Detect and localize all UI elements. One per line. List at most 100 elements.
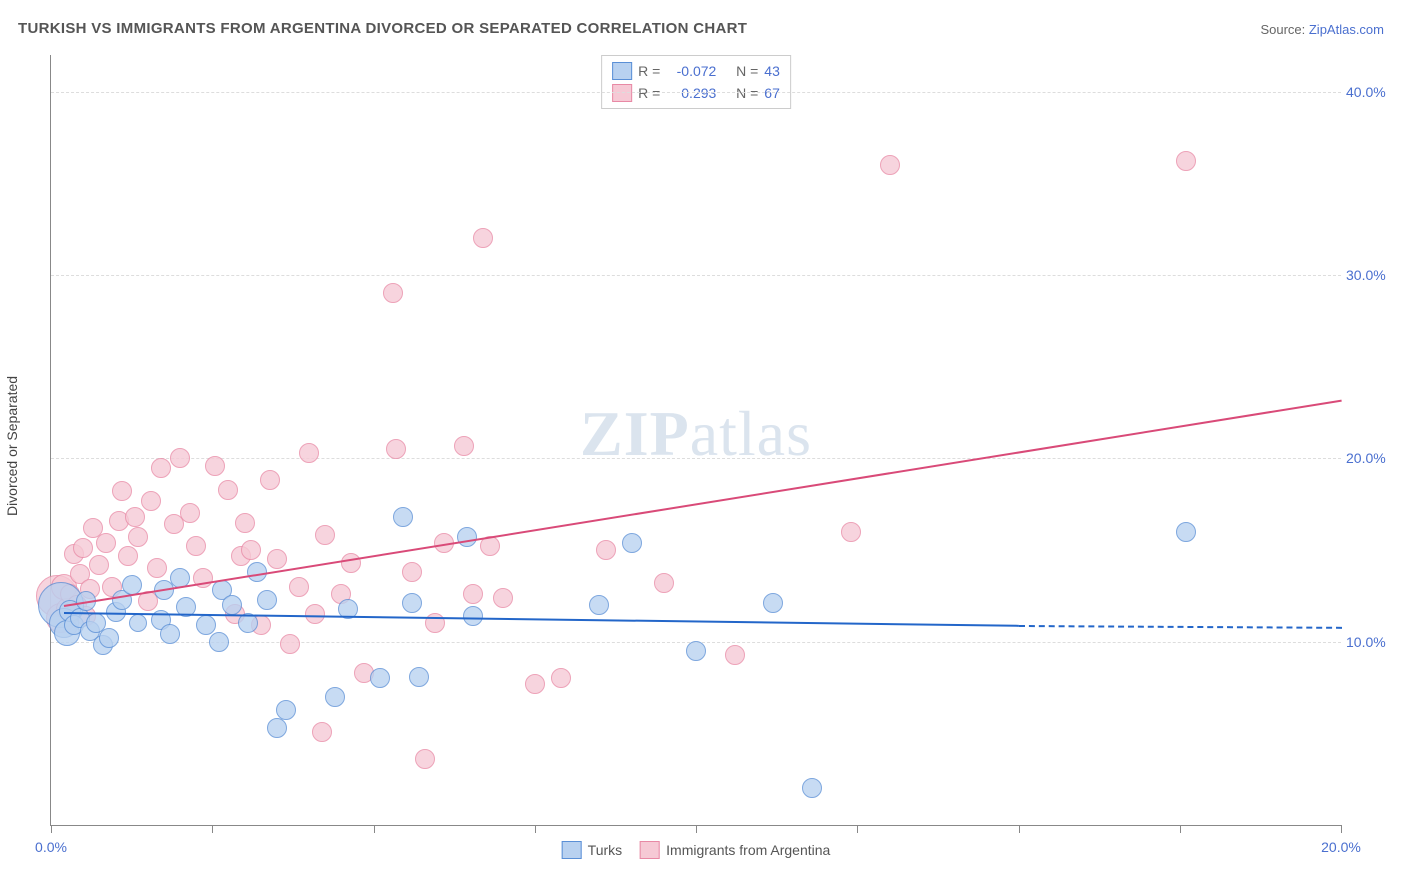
legend-item-argentina: Immigrants from Argentina [640, 841, 830, 859]
data-point-argentina [267, 549, 287, 569]
gridline [51, 275, 1341, 276]
r-value-argentina: 0.293 [666, 82, 716, 104]
data-point-turks [802, 778, 822, 798]
x-tick [857, 825, 858, 833]
data-point-argentina [89, 555, 109, 575]
data-point-turks [463, 606, 483, 626]
swatch-argentina-icon [640, 841, 660, 859]
data-point-argentina [112, 481, 132, 501]
y-tick-label: 40.0% [1346, 84, 1396, 100]
data-point-argentina [151, 458, 171, 478]
data-point-argentina [402, 562, 422, 582]
data-point-argentina [218, 480, 238, 500]
data-point-argentina [525, 674, 545, 694]
x-tick-label: 20.0% [1321, 839, 1361, 855]
legend-label-turks: Turks [588, 842, 622, 858]
data-point-argentina [654, 573, 674, 593]
y-tick-label: 30.0% [1346, 267, 1396, 283]
data-point-turks [222, 595, 242, 615]
data-point-turks [160, 624, 180, 644]
data-point-argentina [596, 540, 616, 560]
x-tick [696, 825, 697, 833]
data-point-turks [763, 593, 783, 613]
data-point-argentina [341, 553, 361, 573]
data-point-argentina [141, 491, 161, 511]
data-point-turks [622, 533, 642, 553]
r-label: R = [638, 60, 660, 82]
gridline [51, 92, 1341, 93]
data-point-turks [393, 507, 413, 527]
r-label: R = [638, 82, 660, 104]
scatter-plot: ZIPatlas R = -0.072 N = 43 R = 0.293 N =… [50, 55, 1341, 826]
x-tick [212, 825, 213, 833]
legend-label-argentina: Immigrants from Argentina [666, 842, 830, 858]
data-point-turks [686, 641, 706, 661]
bottom-legend: Turks Immigrants from Argentina [562, 841, 831, 859]
data-point-argentina [170, 448, 190, 468]
trend-line-argentina [64, 400, 1341, 607]
r-value-turks: -0.072 [666, 60, 716, 82]
data-point-argentina [305, 604, 325, 624]
data-point-argentina [260, 470, 280, 490]
x-tick [1019, 825, 1020, 833]
data-point-argentina [880, 155, 900, 175]
data-point-argentina [841, 522, 861, 542]
data-point-argentina [415, 749, 435, 769]
data-point-argentina [1176, 151, 1196, 171]
data-point-turks [409, 667, 429, 687]
data-point-turks [267, 718, 287, 738]
data-point-turks [370, 668, 390, 688]
n-label: N = [736, 60, 758, 82]
data-point-argentina [180, 503, 200, 523]
data-point-turks [1176, 522, 1196, 542]
x-tick-label: 0.0% [35, 839, 67, 855]
data-point-argentina [280, 634, 300, 654]
chart-title: TURKISH VS IMMIGRANTS FROM ARGENTINA DIV… [18, 20, 747, 37]
data-point-argentina [725, 645, 745, 665]
data-point-argentina [186, 536, 206, 556]
x-tick [51, 825, 52, 833]
n-value-argentina: 67 [764, 82, 780, 104]
data-point-turks [276, 700, 296, 720]
data-point-argentina [493, 588, 513, 608]
data-point-turks [325, 687, 345, 707]
data-point-argentina [289, 577, 309, 597]
data-point-argentina [386, 439, 406, 459]
data-point-argentina [551, 668, 571, 688]
watermark: ZIPatlas [580, 397, 812, 471]
x-tick [1180, 825, 1181, 833]
correlation-row-turks: R = -0.072 N = 43 [612, 60, 780, 82]
source-credit: Source: ZipAtlas.com [1260, 22, 1384, 37]
source-prefix: Source: [1260, 22, 1308, 37]
data-point-argentina [299, 443, 319, 463]
trend-line-turks-dashed [1018, 625, 1341, 629]
data-point-argentina [128, 527, 148, 547]
data-point-argentina [235, 513, 255, 533]
data-point-turks [457, 527, 477, 547]
data-point-turks [99, 628, 119, 648]
data-point-turks [129, 614, 147, 632]
x-tick [535, 825, 536, 833]
data-point-argentina [473, 228, 493, 248]
swatch-argentina-icon [612, 84, 632, 102]
correlation-row-argentina: R = 0.293 N = 67 [612, 82, 780, 104]
data-point-argentina [383, 283, 403, 303]
data-point-turks [257, 590, 277, 610]
data-point-argentina [315, 525, 335, 545]
data-point-turks [402, 593, 422, 613]
legend-item-turks: Turks [562, 841, 622, 859]
data-point-argentina [454, 436, 474, 456]
x-tick [374, 825, 375, 833]
gridline [51, 458, 1341, 459]
y-axis-label: Divorced or Separated [4, 376, 20, 516]
data-point-turks [209, 632, 229, 652]
y-tick-label: 20.0% [1346, 450, 1396, 466]
n-value-turks: 43 [764, 60, 780, 82]
data-point-argentina [73, 538, 93, 558]
data-point-argentina [312, 722, 332, 742]
swatch-turks-icon [562, 841, 582, 859]
data-point-argentina [205, 456, 225, 476]
data-point-turks [589, 595, 609, 615]
source-link[interactable]: ZipAtlas.com [1309, 22, 1384, 37]
data-point-argentina [96, 533, 116, 553]
